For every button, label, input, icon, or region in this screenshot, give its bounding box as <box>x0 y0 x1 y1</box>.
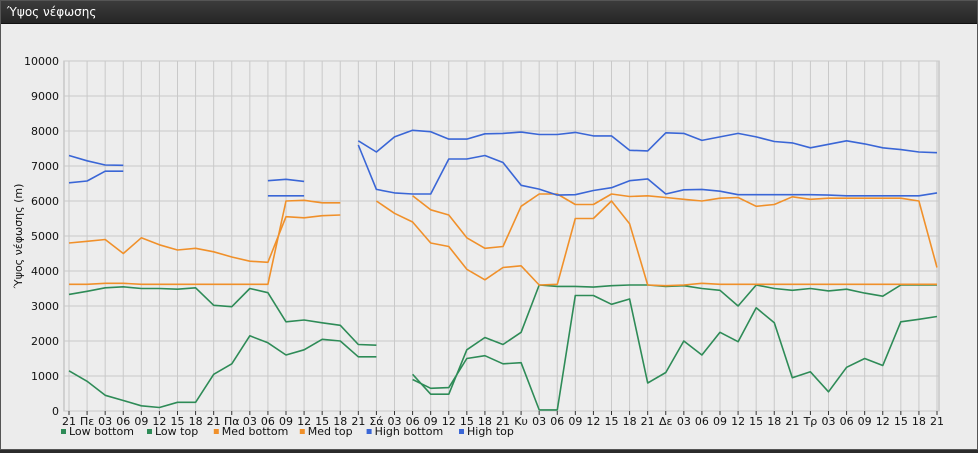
x-tick-label: 21 <box>496 415 510 428</box>
x-tick-label: 09 <box>858 415 872 428</box>
x-tick-label: Πε <box>80 415 94 428</box>
x-tick-label: 18 <box>333 415 347 428</box>
x-tick-label: 06 <box>406 415 420 428</box>
legend-entry: Med bottom <box>222 425 289 438</box>
x-tick-label: 21 <box>62 415 76 428</box>
y-axis-label: Ύψος νέφωσης (m) <box>12 184 25 290</box>
legend-entry: Low bottom <box>69 425 134 438</box>
legend-entry: Low top <box>155 425 198 438</box>
x-tick-label: 06 <box>695 415 709 428</box>
x-tick-label: 09 <box>134 415 148 428</box>
series-line-high-top <box>68 129 938 183</box>
x-tick-label: Κυ <box>514 415 528 428</box>
x-tick-label: 18 <box>767 415 781 428</box>
x-tick-label: 18 <box>478 415 492 428</box>
x-tick-label: 18 <box>623 415 637 428</box>
y-tick-label: 10000 <box>24 55 59 68</box>
x-tick-label: 15 <box>894 415 908 428</box>
x-tick-label: 09 <box>424 415 438 428</box>
x-tick-label: 15 <box>460 415 474 428</box>
series-line-high-bottom <box>68 144 938 197</box>
x-tick-label: 12 <box>876 415 890 428</box>
x-axis-ticks: 21 Πε 03 06 09 12 15 18 21 Πα 03 06 09 12 15 18 21 Σά 03 06… <box>62 411 944 428</box>
y-tick-label: 1000 <box>31 370 59 383</box>
x-tick-label: 21 <box>930 415 944 428</box>
x-tick-label: 12 <box>731 415 745 428</box>
legend-swatch <box>147 429 152 434</box>
x-tick-label: 09 <box>279 415 293 428</box>
x-tick-label: 21 <box>785 415 799 428</box>
y-tick-label: 0 <box>52 405 59 418</box>
series-lines <box>68 129 938 411</box>
series-line-low-bottom <box>68 294 938 411</box>
y-tick-label: 2000 <box>31 335 59 348</box>
y-axis-ticks: 0 1000 2000 3000 4000 5000 6000 7000 8000 9000 100… <box>24 55 59 418</box>
legend-swatch <box>366 429 372 434</box>
x-tick-label: Τρ <box>803 415 818 428</box>
y-tick-label: 9000 <box>31 90 59 103</box>
x-tick-label: 18 <box>189 415 203 428</box>
chart-area: 0 1000 2000 3000 4000 5000 6000 7000 8000 9000 100… <box>1 24 977 449</box>
x-tick-label: 15 <box>171 415 185 428</box>
y-tick-label: 5000 <box>31 230 59 243</box>
x-tick-label: 21 <box>351 415 365 428</box>
x-tick-label: 12 <box>442 415 456 428</box>
legend-swatch <box>61 429 66 434</box>
x-tick-label: Δε <box>659 415 673 428</box>
x-tick-label: 03 <box>243 415 257 428</box>
legend: Low bottom Low top Med bottom Med top High b… <box>61 425 514 438</box>
y-tick-label: 3000 <box>31 300 59 313</box>
legend-swatch <box>213 429 219 434</box>
y-tick-label: 6000 <box>31 195 59 208</box>
title-bar: Ύψος νέφωσης <box>1 1 977 24</box>
x-tick-label: 06 <box>840 415 854 428</box>
x-tick-label: 15 <box>749 415 763 428</box>
x-tick-label: 03 <box>532 415 546 428</box>
x-tick-label: 09 <box>568 415 582 428</box>
x-tick-label: 12 <box>152 415 166 428</box>
series-line-med-bottom <box>69 199 937 287</box>
x-tick-label: 03 <box>822 415 836 428</box>
window-title: Ύψος νέφωσης <box>7 5 97 19</box>
x-tick-label: 09 <box>713 415 727 428</box>
x-tick-label: 18 <box>912 415 926 428</box>
y-tick-label: 8000 <box>31 125 59 138</box>
x-tick-label: 12 <box>586 415 600 428</box>
y-tick-label: 7000 <box>31 160 59 173</box>
x-tick-label: 12 <box>297 415 311 428</box>
x-tick-label: 06 <box>116 415 130 428</box>
x-tick-label: 03 <box>388 415 402 428</box>
grid-lines <box>64 60 939 412</box>
legend-swatch <box>459 429 464 434</box>
x-tick-label: 06 <box>261 415 275 428</box>
legend-entry: Med top <box>308 425 353 438</box>
legend-entry: High top <box>467 425 514 438</box>
y-tick-label: 4000 <box>31 265 59 278</box>
cloud-height-chart: 0 1000 2000 3000 4000 5000 6000 7000 8000 9000 100… <box>12 55 944 438</box>
x-tick-label: 21 <box>641 415 655 428</box>
series-line-med-top <box>68 193 938 268</box>
x-tick-label: 03 <box>98 415 112 428</box>
x-tick-label: 21 <box>207 415 221 428</box>
x-tick-label: Πα <box>224 415 240 428</box>
x-tick-label: Σά <box>369 415 383 428</box>
x-tick-label: 06 <box>550 415 564 428</box>
x-tick-label: 03 <box>677 415 691 428</box>
x-tick-label: 15 <box>605 415 619 428</box>
legend-entry: High bottom <box>375 425 444 438</box>
legend-swatch <box>299 429 305 434</box>
x-tick-label: 15 <box>315 415 329 428</box>
